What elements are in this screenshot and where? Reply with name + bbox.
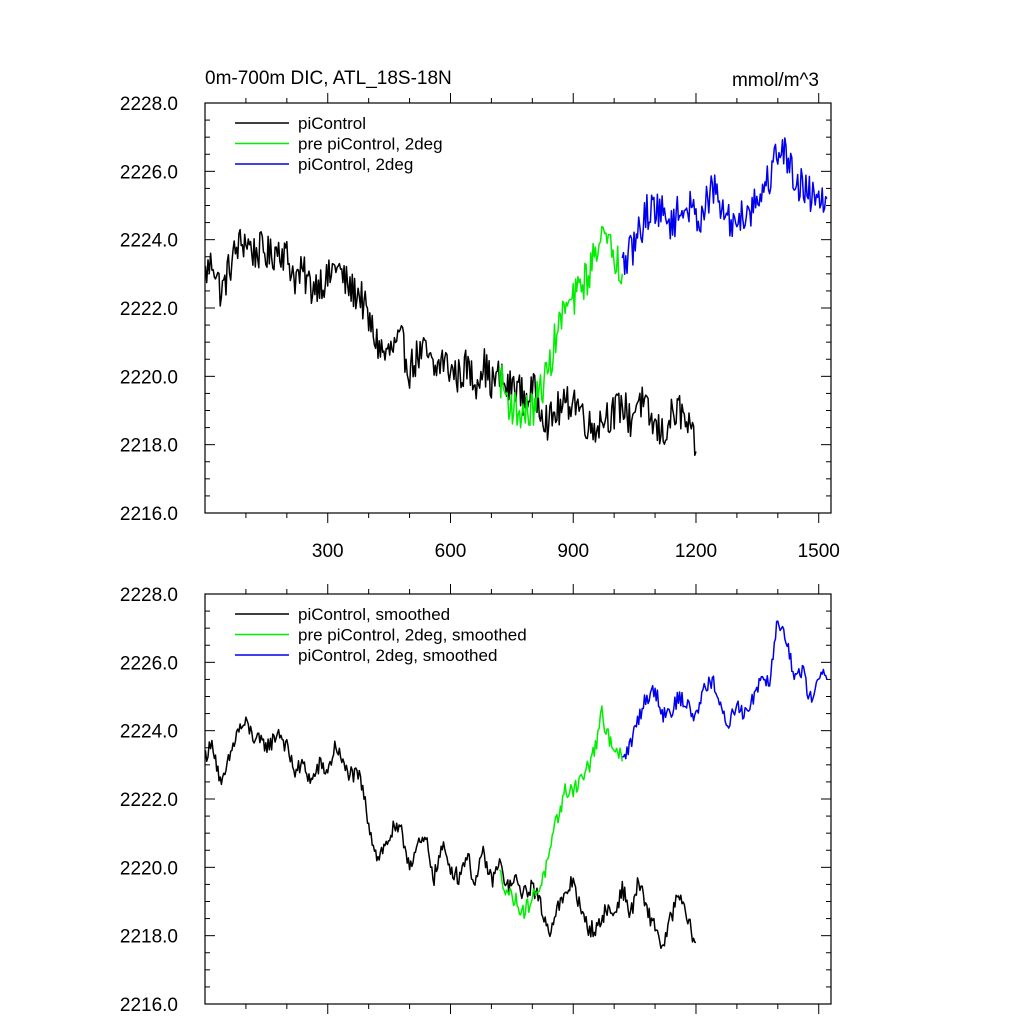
x-tick-label: 600 [435, 541, 467, 562]
y-tick-label: 2226.0 [120, 162, 178, 183]
y-tick-label: 2218.0 [120, 927, 178, 948]
legend-label: pre piControl, 2deg, smoothed [298, 626, 527, 645]
top-plot-series [204, 137, 828, 457]
series-line-pre-picontrol-2deg [498, 225, 624, 429]
units-label: mmol/m^3 [732, 70, 819, 91]
bottom-plot-ticks: 2216.0 2218.0 2220.0 2222.0 2224.0 2226.0 2228… [120, 584, 831, 1016]
bottom-plot-legend: piControl, smoothed pre piControl, 2deg, … [235, 605, 527, 665]
y-tick-label: 2222.0 [120, 790, 178, 811]
top-plot-panel: 0m-700m DIC, ATL_18S-18N mmol/m^3 2216.0… [120, 68, 840, 562]
legend-label: pre piControl, 2deg [298, 135, 443, 154]
top-plot-ticks: 2216.0 2218.0 2220.0 2222.0 2224.0 2226.0 2228… [120, 93, 840, 562]
series-line-pre-picontrol-2deg-smoothed [499, 705, 624, 920]
x-tick-label: 300 [312, 541, 344, 562]
y-tick-label: 2226.0 [120, 653, 178, 674]
y-tick-label: 2228.0 [120, 94, 178, 115]
series-line-picontrol-smoothed [204, 716, 697, 950]
y-tick-label: 2218.0 [120, 436, 178, 457]
bottom-plot-series [204, 620, 828, 950]
y-tick-label: 2216.0 [120, 995, 178, 1016]
y-tick-label: 2222.0 [120, 299, 178, 320]
top-plot-title: 0m-700m DIC, ATL_18S-18N [205, 68, 452, 89]
bottom-plot-panel: 2216.0 2218.0 2220.0 2222.0 2224.0 2226.0 2228… [120, 584, 832, 1016]
y-tick-label: 2224.0 [120, 231, 178, 252]
legend-label: piControl, 2deg, smoothed [298, 646, 497, 665]
x-tick-label: 1200 [675, 541, 717, 562]
y-tick-label: 2228.0 [120, 585, 178, 606]
y-tick-label: 2220.0 [120, 367, 178, 388]
x-tick-label: 900 [557, 541, 589, 562]
x-tick-label: 1500 [798, 541, 840, 562]
y-tick-label: 2216.0 [120, 504, 178, 525]
legend-label: piControl, smoothed [298, 605, 450, 624]
legend-label: piControl, 2deg [298, 155, 413, 174]
legend-label: piControl [298, 114, 366, 133]
series-line-picontrol-2deg [621, 137, 828, 276]
y-tick-label: 2220.0 [120, 858, 178, 879]
y-tick-label: 2224.0 [120, 722, 178, 743]
series-line-picontrol-2deg-smoothed [622, 620, 828, 760]
series-line-picontrol [204, 228, 697, 457]
